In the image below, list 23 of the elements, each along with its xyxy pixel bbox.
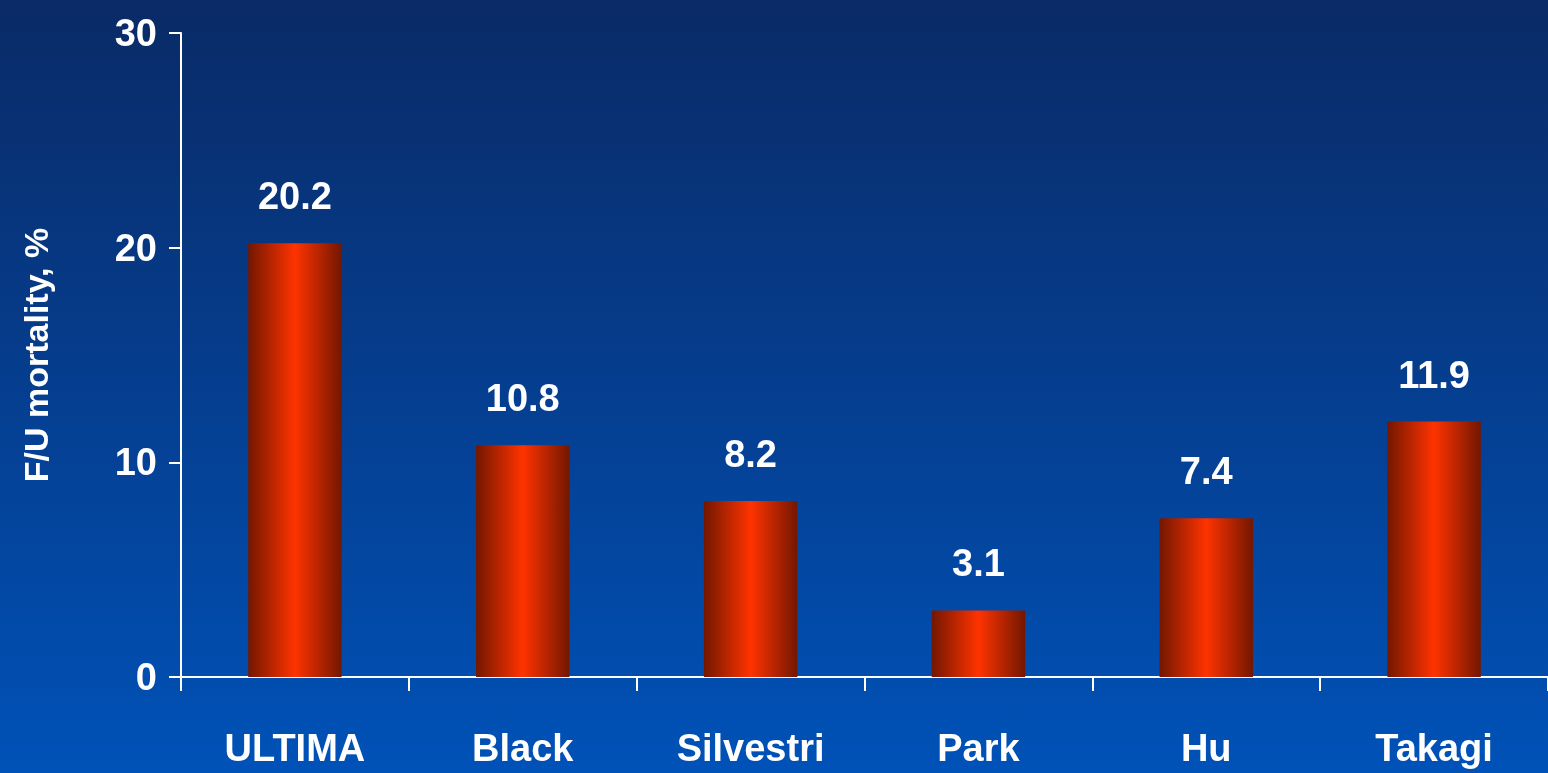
x-tick-label: Takagi (1375, 727, 1493, 769)
bar (476, 445, 570, 677)
bar (703, 500, 798, 677)
bar (931, 610, 1026, 677)
y-tick-label: 20 (114, 226, 157, 269)
data-label: 8.2 (724, 432, 777, 475)
x-tick-label: Park (937, 727, 1021, 769)
data-label: 20.2 (257, 175, 332, 218)
data-label: 3.1 (952, 542, 1005, 585)
x-tick-label: Silvestri (676, 727, 825, 769)
bar (1159, 518, 1253, 677)
x-tick-label: Black (472, 727, 575, 769)
y-tick-label: 30 (114, 12, 157, 54)
y-tick-label: 0 (135, 656, 157, 698)
y-axis-title: F/U mortality, % (17, 227, 55, 483)
bar (1387, 421, 1481, 677)
bar (248, 243, 342, 677)
y-tick-label: 10 (114, 441, 157, 484)
x-tick-label: Hu (1180, 727, 1232, 769)
data-label: 11.9 (1398, 353, 1471, 396)
data-label: 10.8 (485, 377, 560, 420)
x-tick-label: ULTIMA (224, 727, 366, 769)
data-label: 7.4 (1179, 450, 1233, 493)
